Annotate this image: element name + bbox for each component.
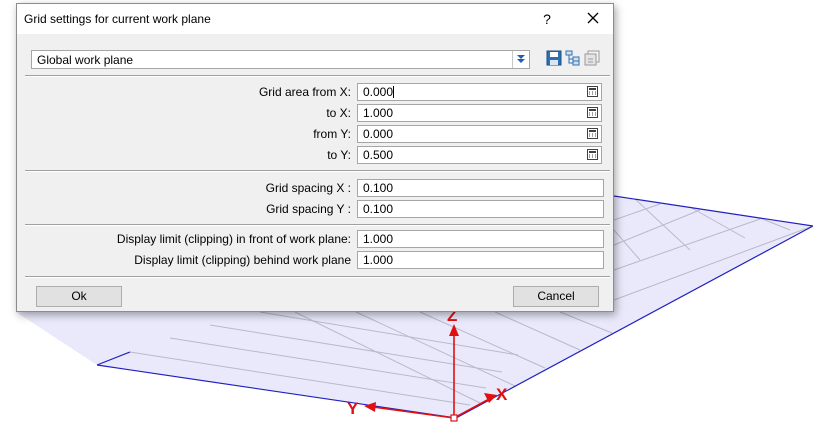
cancel-button[interactable]: Cancel xyxy=(513,286,599,307)
x-axis-label: X xyxy=(496,385,508,404)
grid-spacing-x-value: 0.100 xyxy=(363,181,394,195)
separator xyxy=(25,75,610,77)
tree-icon xyxy=(565,50,580,66)
grid-area-to-y-label: to Y: xyxy=(327,148,351,162)
calculator-icon[interactable] xyxy=(587,128,598,139)
work-plane-value: Global work plane xyxy=(37,53,134,67)
grid-spacing-y-input[interactable]: 0.100 xyxy=(357,200,604,218)
clip-behind-label: Display limit (clipping) behind work pla… xyxy=(134,253,351,267)
calculator-icon[interactable] xyxy=(587,86,598,97)
calculator-icon[interactable] xyxy=(587,149,598,160)
grid-settings-dialog: Grid settings for current work plane ? G… xyxy=(16,3,614,312)
grid-boundary xyxy=(96,195,813,419)
z-axis-label: Z xyxy=(447,306,457,325)
ok-button[interactable]: Ok xyxy=(36,286,122,307)
grid-area-from-x-value: 0.000 xyxy=(363,85,394,99)
help-button[interactable]: ? xyxy=(543,11,551,27)
grid-area-from-y-input[interactable]: 0.000 xyxy=(357,125,602,143)
text-cursor xyxy=(393,86,395,98)
dialog-titlebar[interactable]: Grid settings for current work plane ? xyxy=(17,4,613,34)
clip-behind-value: 1.000 xyxy=(363,253,394,267)
import-button[interactable] xyxy=(584,50,602,68)
separator xyxy=(25,224,610,226)
grid-area-from-y-label: from Y: xyxy=(313,127,351,141)
grid-area-from-y-value: 0.000 xyxy=(363,127,394,141)
grid-lines xyxy=(129,198,813,406)
calculator-icon[interactable] xyxy=(587,107,598,118)
import-icon xyxy=(584,50,600,66)
clip-front-input[interactable]: 1.000 xyxy=(357,230,604,248)
grid-area-to-y-input[interactable]: 0.500 xyxy=(357,146,602,164)
grid-area-to-x-label: to X: xyxy=(326,106,351,120)
grid-spacing-x-input[interactable]: 0.100 xyxy=(357,179,604,197)
clip-behind-input[interactable]: 1.000 xyxy=(357,251,604,269)
axis-triad xyxy=(364,324,497,422)
save-icon xyxy=(546,50,562,66)
tree-button[interactable] xyxy=(565,50,583,68)
grid-spacing-x-label: Grid spacing X : xyxy=(265,181,351,195)
grid-spacing-y-value: 0.100 xyxy=(363,202,394,216)
work-plane-select[interactable]: Global work plane xyxy=(31,50,530,69)
grid-area-to-x-input[interactable]: 1.000 xyxy=(357,104,602,122)
dialog-title: Grid settings for current work plane xyxy=(24,12,211,26)
save-button[interactable] xyxy=(546,50,564,68)
separator xyxy=(25,276,610,278)
grid-area-from-x-label: Grid area from X: xyxy=(258,85,351,99)
grid-area-from-x-input[interactable]: 0.000 xyxy=(357,83,602,101)
close-icon xyxy=(587,12,599,24)
y-axis-label: Y xyxy=(347,399,359,418)
grid-area-to-y-value: 0.500 xyxy=(363,148,394,162)
clip-front-label: Display limit (clipping) in front of wor… xyxy=(116,232,351,246)
combo-dropdown-icon[interactable] xyxy=(512,51,529,68)
clip-front-value: 1.000 xyxy=(363,232,394,246)
grid-spacing-y-label: Grid spacing Y : xyxy=(266,202,351,216)
separator xyxy=(25,170,610,172)
grid-area-to-x-value: 1.000 xyxy=(363,106,394,120)
close-button[interactable] xyxy=(579,7,607,31)
